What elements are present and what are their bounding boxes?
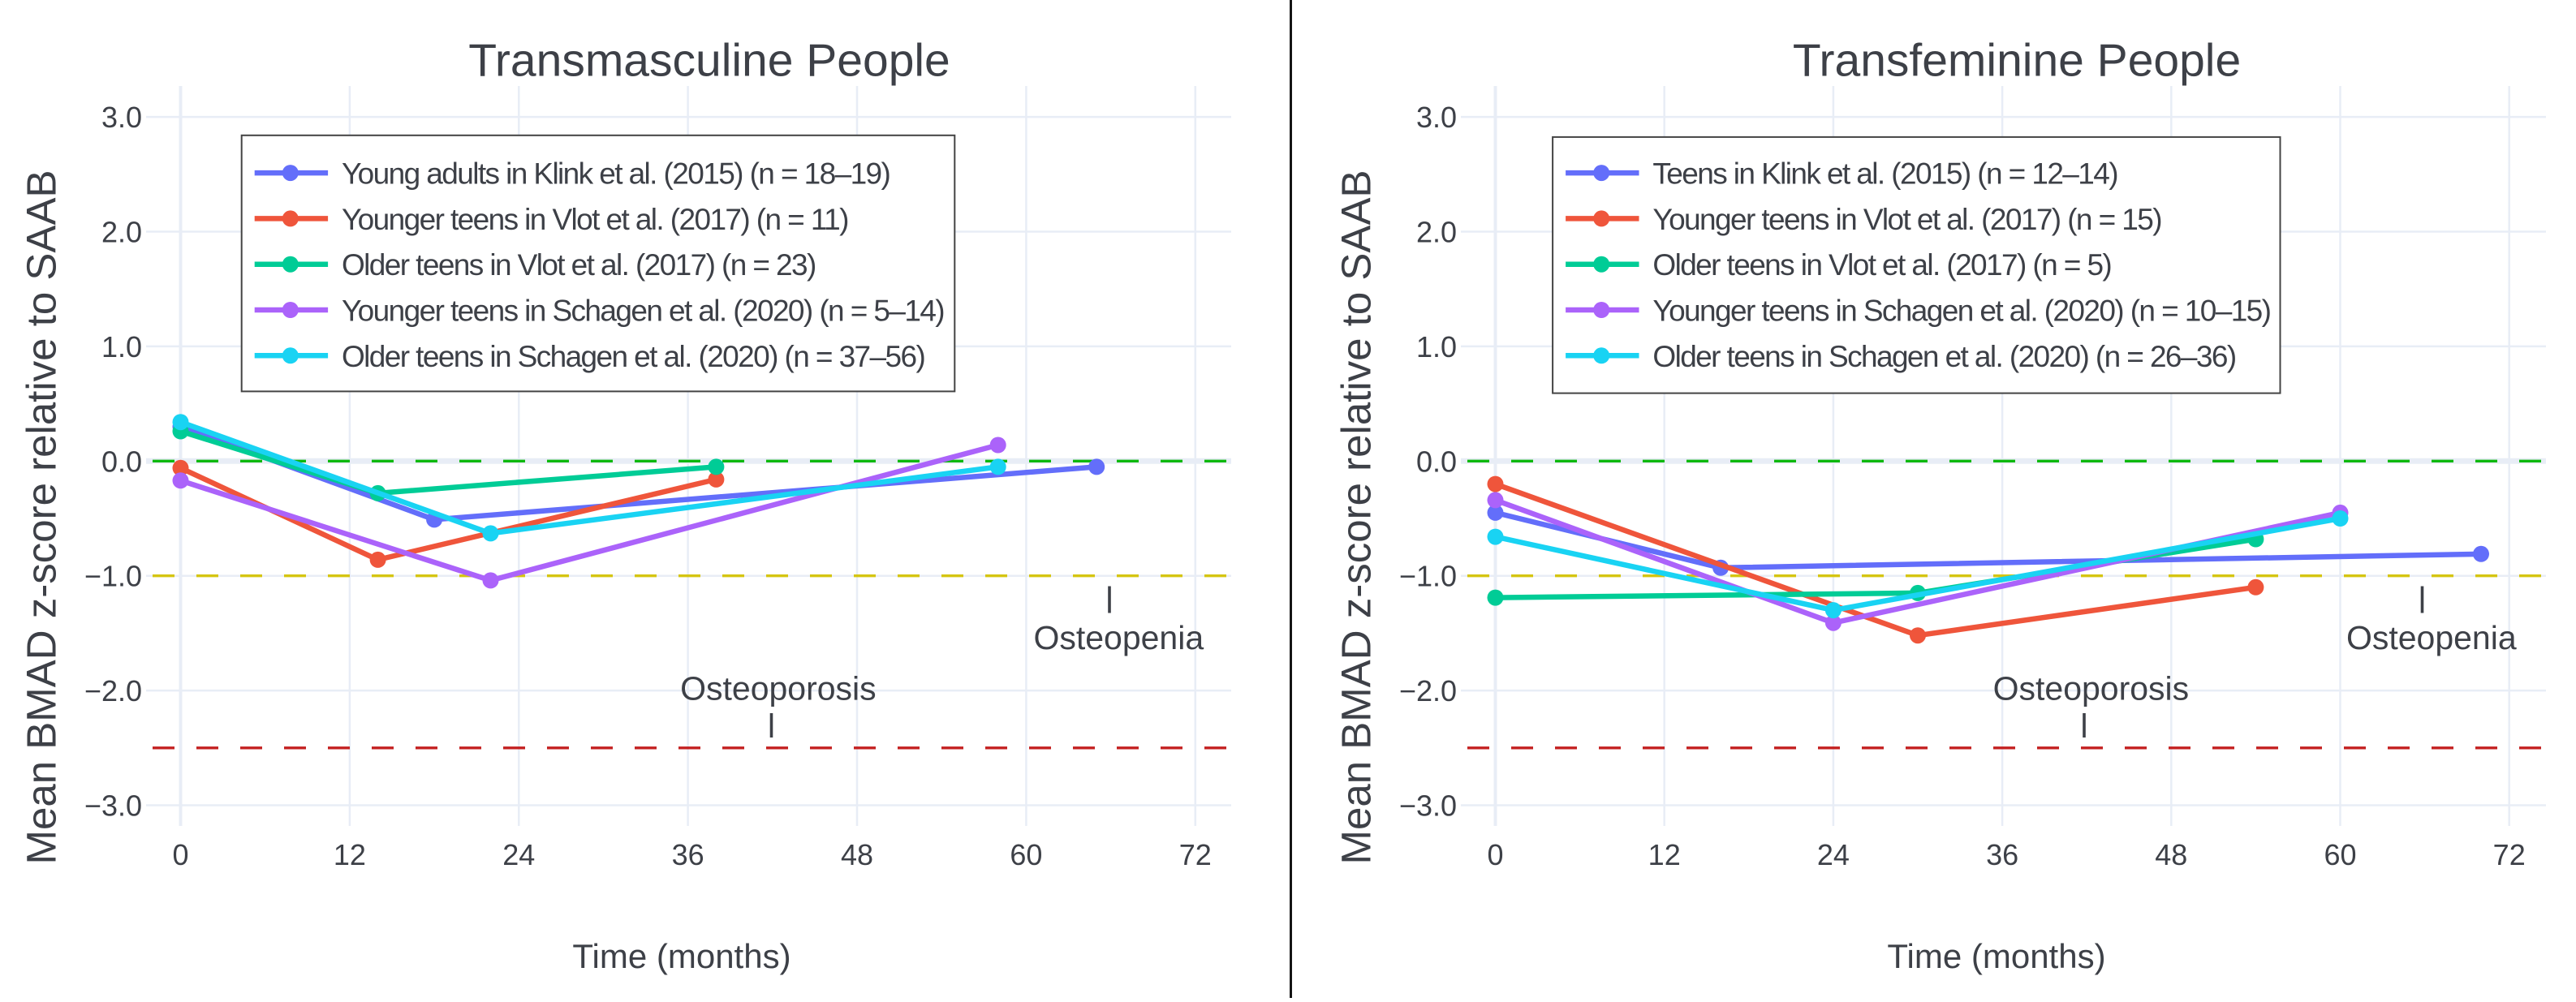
svg-text:Older teens in Schagen et al.: Older teens in Schagen et al. (2020) (n …: [1652, 340, 2235, 373]
svg-text:0: 0: [172, 838, 188, 871]
svg-text:−3.0: −3.0: [84, 789, 142, 823]
svg-text:Time (months): Time (months): [572, 937, 790, 975]
svg-text:1.0: 1.0: [101, 330, 142, 363]
svg-text:Osteopenia: Osteopenia: [2346, 619, 2517, 656]
svg-text:24: 24: [1817, 838, 1850, 871]
svg-text:Older teens in Schagen et al.: Older teens in Schagen et al. (2020) (n …: [342, 340, 924, 373]
svg-text:2.0: 2.0: [1416, 216, 1457, 249]
svg-text:Transmasculine People: Transmasculine People: [468, 35, 950, 87]
svg-text:Young adults in Klink et al. (: Young adults in Klink et al. (2015) (n =…: [342, 157, 890, 191]
svg-text:Mean BMAD z-score relative to: Mean BMAD z-score relative to SAAB: [1333, 170, 1380, 865]
svg-text:−2.0: −2.0: [84, 674, 142, 707]
svg-text:48: 48: [2155, 838, 2187, 871]
svg-text:Older teens in Vlot et al. (20: Older teens in Vlot et al. (2017) (n = 5…: [1652, 248, 2111, 282]
svg-text:Osteoporosis: Osteoporosis: [680, 669, 877, 707]
svg-text:Younger teens in Vlot et al. (: Younger teens in Vlot et al. (2017) (n =…: [342, 203, 848, 236]
svg-text:60: 60: [1010, 838, 1042, 871]
svg-text:3.0: 3.0: [1416, 101, 1457, 134]
svg-text:36: 36: [1986, 838, 2018, 871]
svg-text:0.0: 0.0: [101, 445, 142, 478]
svg-text:1.0: 1.0: [1416, 330, 1457, 363]
svg-text:Osteoporosis: Osteoporosis: [1993, 669, 2190, 707]
svg-text:72: 72: [2493, 838, 2526, 871]
svg-text:12: 12: [1648, 838, 1681, 871]
svg-text:72: 72: [1179, 838, 1212, 871]
svg-text:−2.0: −2.0: [1399, 674, 1457, 707]
svg-text:Teens in Klink et al. (2015) (: Teens in Klink et al. (2015) (n = 12–14): [1652, 157, 2117, 191]
svg-text:3.0: 3.0: [101, 101, 142, 134]
svg-text:−3.0: −3.0: [1399, 789, 1457, 823]
svg-text:Younger teens in Schagen et al: Younger teens in Schagen et al. (2020) (…: [342, 295, 944, 328]
svg-text:Older teens in Vlot et al. (20: Older teens in Vlot et al. (2017) (n = 2…: [342, 248, 816, 282]
svg-text:24: 24: [502, 838, 535, 871]
svg-text:60: 60: [2324, 838, 2356, 871]
svg-text:Younger teens in Vlot et al. (: Younger teens in Vlot et al. (2017) (n =…: [1652, 203, 2161, 236]
svg-text:−1.0: −1.0: [84, 560, 142, 593]
svg-text:48: 48: [841, 838, 873, 871]
svg-text:Time (months): Time (months): [1887, 937, 2105, 975]
svg-text:0: 0: [1487, 838, 1503, 871]
svg-text:Osteopenia: Osteopenia: [1033, 619, 1204, 656]
svg-text:Mean BMAD z-score relative to: Mean BMAD z-score relative to SAAB: [19, 170, 65, 865]
svg-text:2.0: 2.0: [101, 216, 142, 249]
svg-text:Transfeminine People: Transfeminine People: [1793, 35, 2241, 87]
svg-text:0.0: 0.0: [1416, 445, 1457, 478]
svg-text:12: 12: [334, 838, 366, 871]
svg-text:36: 36: [672, 838, 704, 871]
svg-text:Younger teens in Schagen et al: Younger teens in Schagen et al. (2020) (…: [1652, 295, 2270, 328]
svg-text:−1.0: −1.0: [1399, 560, 1457, 593]
